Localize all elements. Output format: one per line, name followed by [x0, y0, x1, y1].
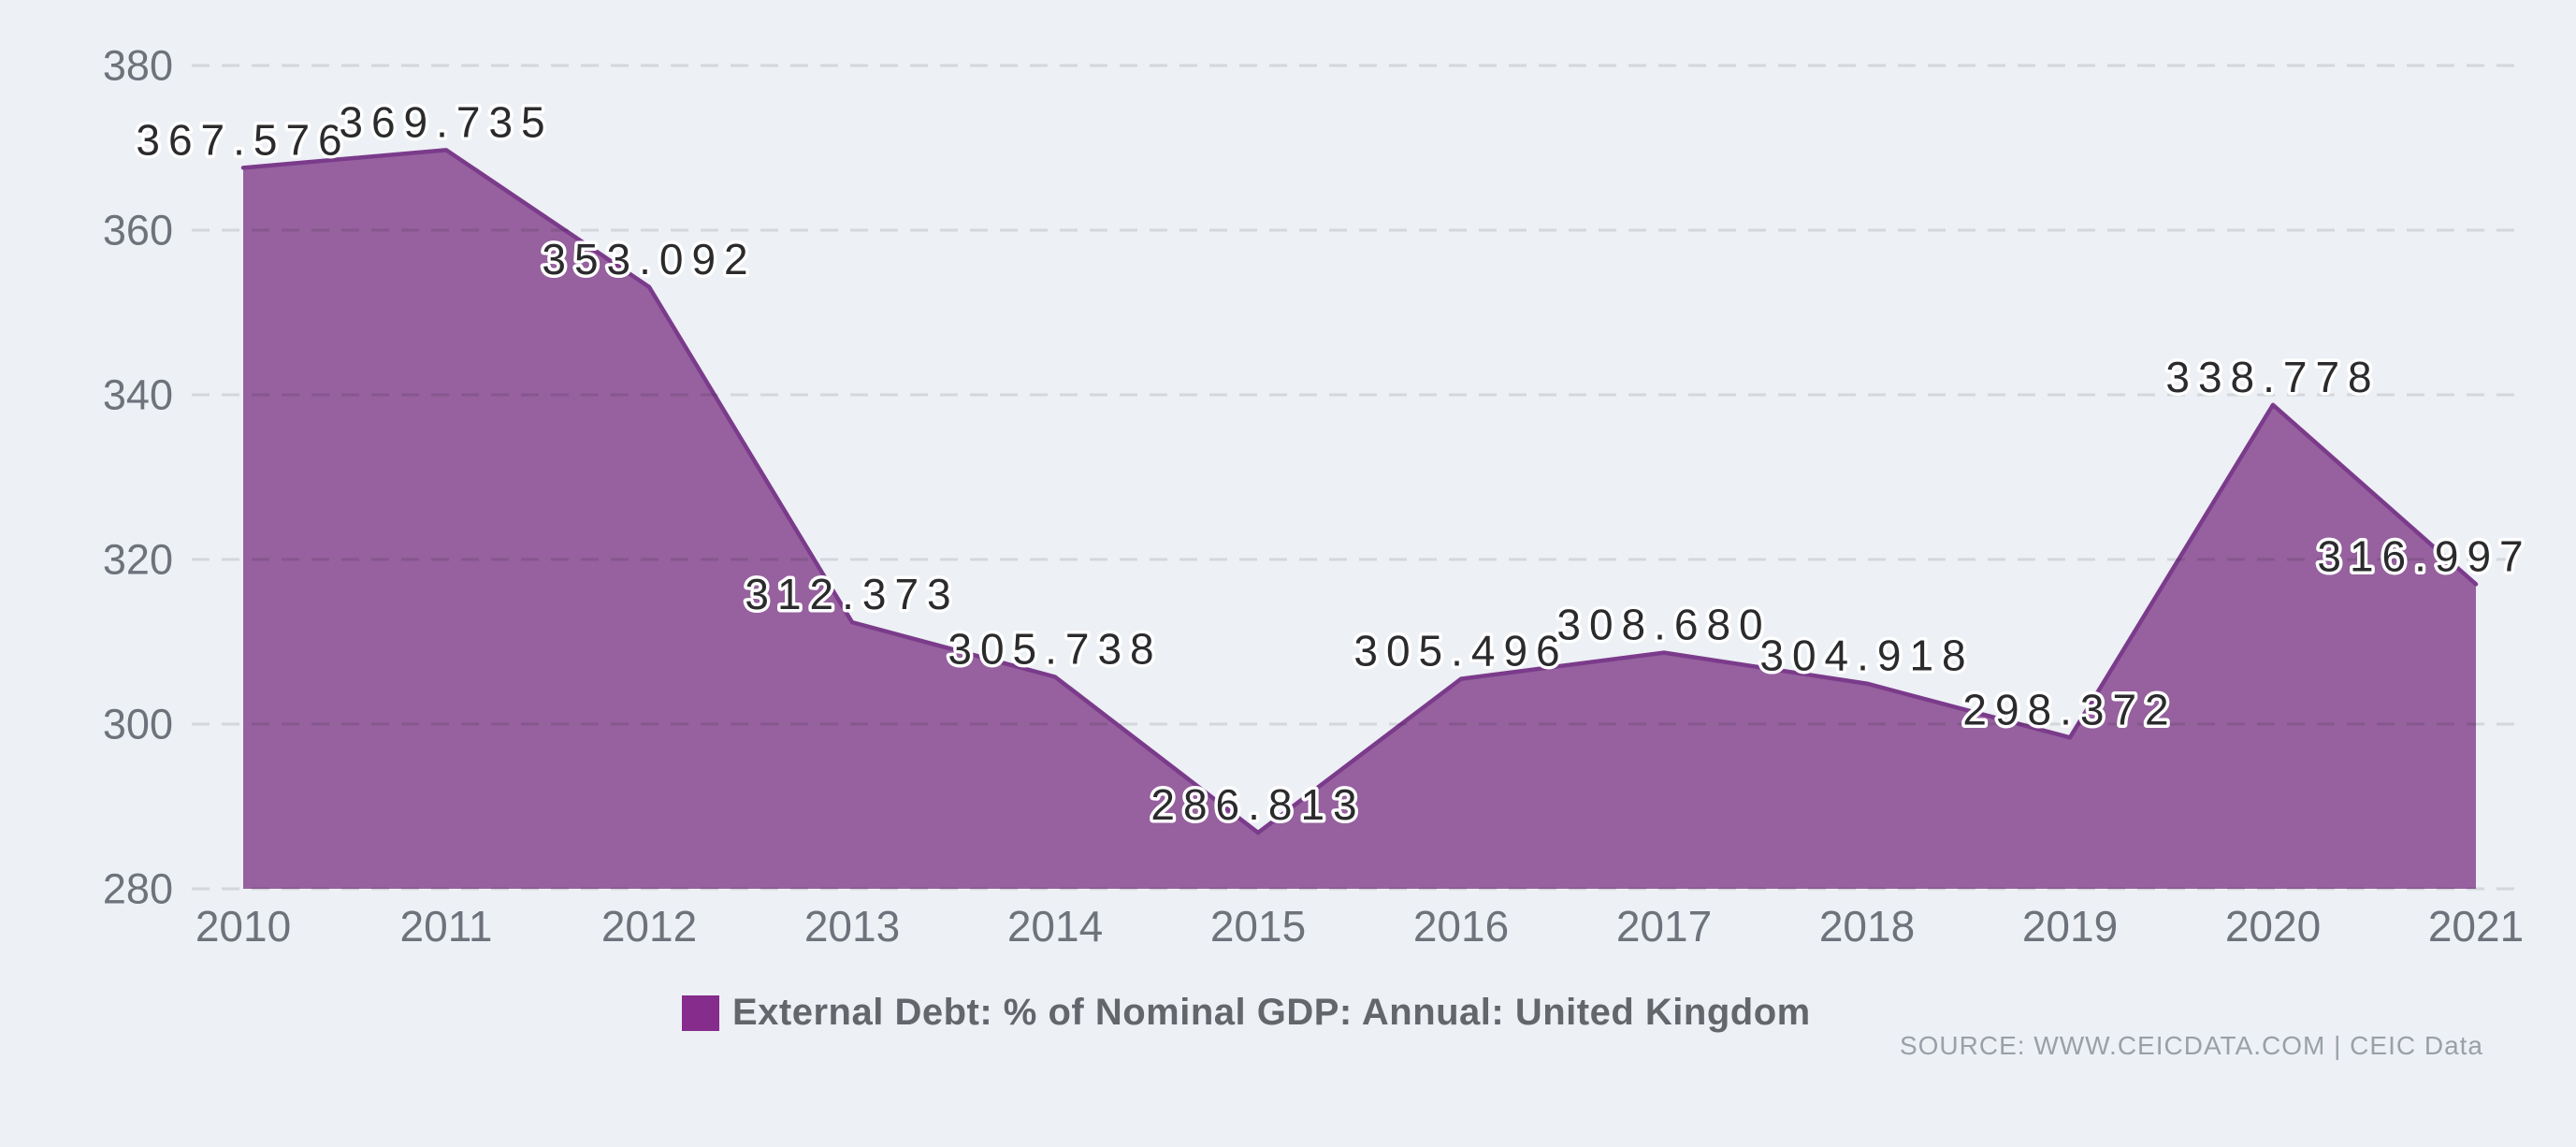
- legend-swatch-icon: [682, 995, 719, 1031]
- legend-label: External Debt: % of Nominal GDP: Annual:…: [732, 992, 1811, 1033]
- data-label: 305.738: [948, 625, 1162, 674]
- y-tick-label: 300: [103, 701, 173, 748]
- x-tick-label: 2015: [1210, 902, 1306, 951]
- data-label: 312.373: [745, 570, 959, 618]
- x-tick-label: 2021: [2428, 902, 2524, 951]
- x-tick-label: 2020: [2225, 902, 2321, 951]
- y-tick-label: 340: [103, 371, 173, 419]
- data-label: 308.680: [1556, 601, 1771, 649]
- y-tick-label: 320: [103, 536, 173, 584]
- source-attribution: SOURCE: WWW.CEICDATA.COM | CEIC Data: [1899, 1031, 2483, 1060]
- x-tick-label: 2010: [195, 902, 291, 951]
- y-tick-label: 380: [103, 42, 173, 90]
- data-label: 338.778: [2165, 353, 2380, 401]
- x-tick-label: 2017: [1616, 902, 1712, 951]
- data-label: 304.918: [1759, 632, 1974, 680]
- x-tick-label: 2014: [1007, 902, 1103, 951]
- data-label: 316.997: [2317, 531, 2531, 580]
- data-label: 305.496: [1353, 627, 1568, 675]
- data-label: 369.735: [339, 97, 553, 146]
- x-tick-label: 2011: [400, 902, 493, 951]
- series-area[interactable]: [243, 150, 2476, 889]
- data-label: 286.813: [1151, 780, 1365, 829]
- y-tick-label: 360: [103, 207, 173, 254]
- x-tick-label: 2012: [601, 902, 697, 951]
- legend-item[interactable]: External Debt: % of Nominal GDP: Annual:…: [682, 992, 1811, 1034]
- data-label: 298.372: [1962, 685, 2177, 733]
- x-tick-label: 2018: [1819, 902, 1915, 951]
- x-tick-label: 2019: [2022, 902, 2118, 951]
- data-label: 367.576: [136, 115, 350, 164]
- x-tick-label: 2013: [804, 902, 900, 951]
- series-line: [240, 148, 2479, 835]
- y-tick-label: 280: [103, 865, 173, 913]
- x-tick-label: 2016: [1413, 902, 1509, 951]
- data-label: 353.092: [542, 235, 756, 283]
